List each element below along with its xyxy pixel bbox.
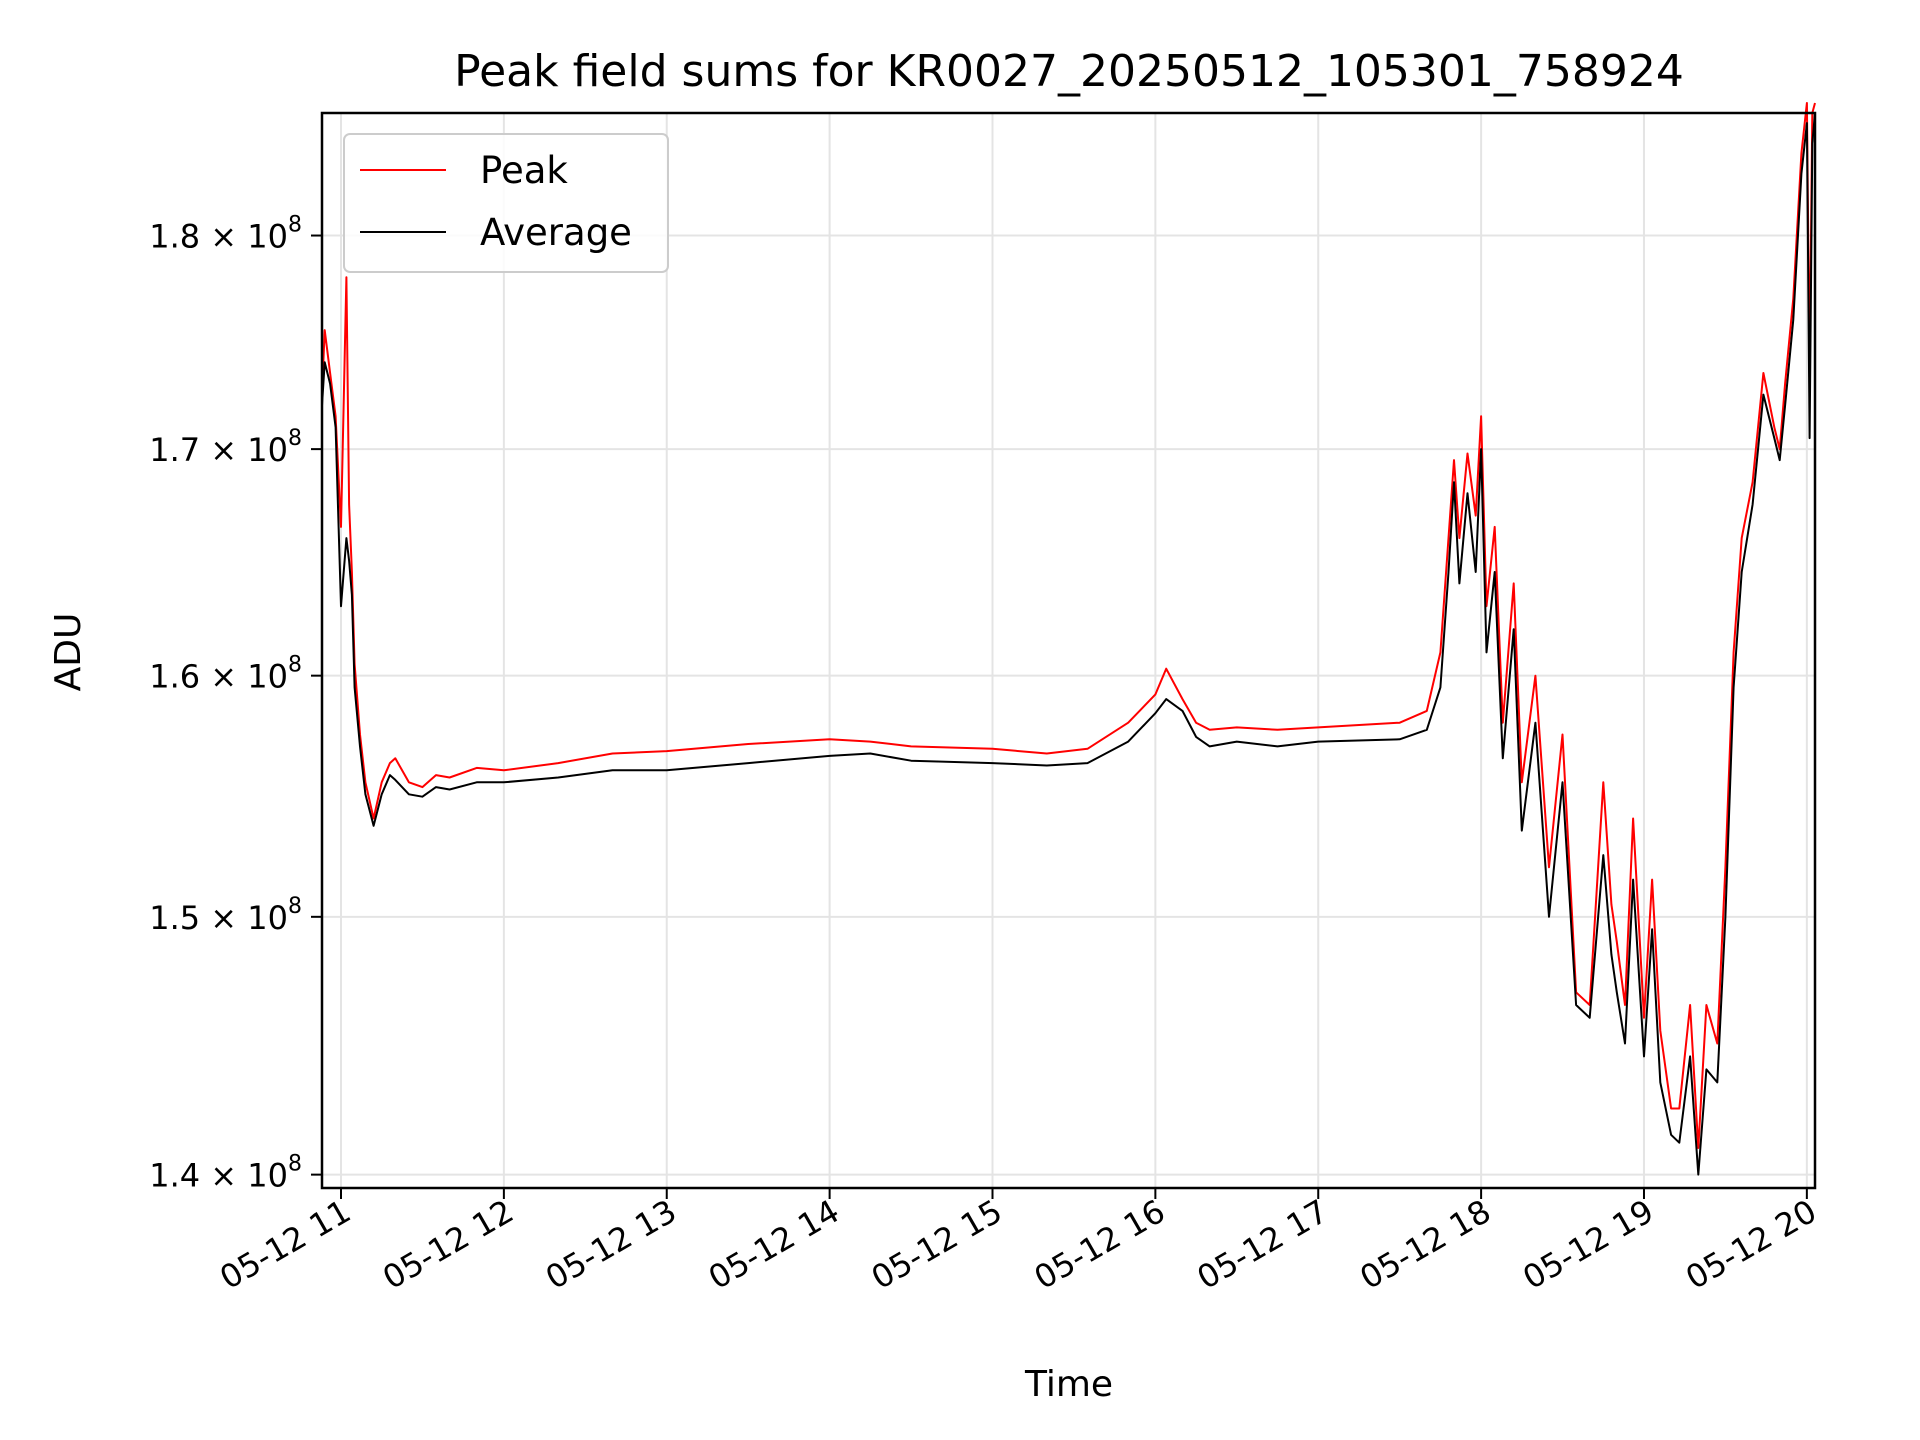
plot-series xyxy=(321,102,1816,1176)
y-tick-label: 1.8 × 108 xyxy=(149,213,302,256)
y-axis-label: ADU xyxy=(48,613,89,692)
plot-frame xyxy=(320,111,1817,1190)
y-tick-label: 1.5 × 108 xyxy=(149,894,302,937)
y-tick-label: 1.6 × 108 xyxy=(149,653,302,696)
legend-label-peak: Peak xyxy=(480,149,568,192)
legend: Peak Average xyxy=(343,133,669,273)
legend-box xyxy=(343,133,669,273)
y-axis: 1.4 × 108 1.5 × 108 1.6 × 108 1.7 × 108 1.8 … xyxy=(149,213,322,1195)
chart-title: Peak field sums for KR0027_20250512_1053… xyxy=(454,46,1684,97)
series-line-average xyxy=(321,112,1816,1176)
x-axis-label: Time xyxy=(1024,1364,1113,1405)
y-tick-label: 1.4 × 108 xyxy=(149,1152,302,1195)
y-tick-label: 1.7 × 108 xyxy=(149,426,302,469)
legend-label-average: Average xyxy=(480,211,632,254)
grid-lines xyxy=(322,113,1815,1188)
series-line-peak xyxy=(321,102,1816,1149)
